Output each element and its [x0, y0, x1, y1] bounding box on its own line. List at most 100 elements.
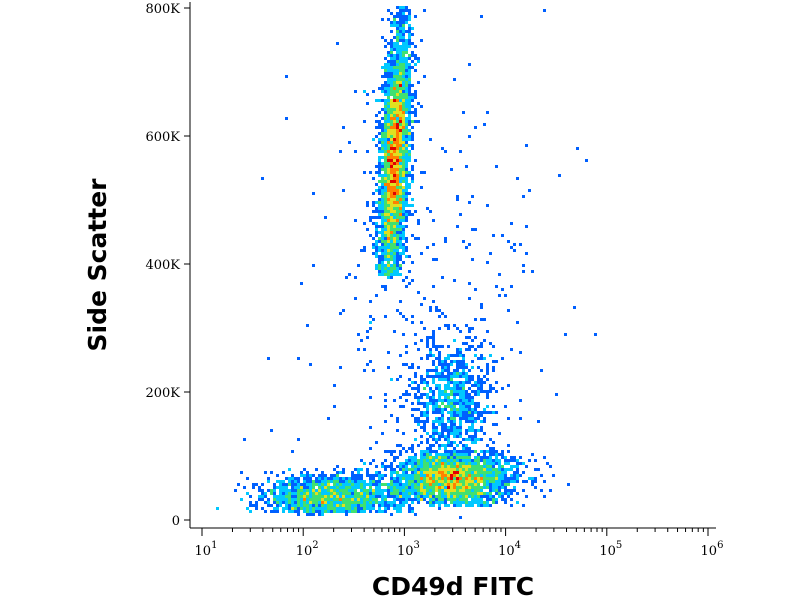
scatter-point — [381, 168, 384, 171]
scatter-point — [450, 465, 453, 468]
scatter-point — [414, 381, 417, 384]
scatter-point — [435, 468, 438, 471]
scatter-point — [366, 507, 369, 510]
scatter-point — [438, 375, 441, 378]
scatter-point — [474, 318, 477, 321]
scatter-point — [246, 492, 249, 495]
scatter-point — [324, 492, 327, 495]
scatter-point — [393, 99, 396, 102]
scatter-point — [363, 120, 366, 123]
scatter-point — [288, 504, 291, 507]
scatter-point — [381, 84, 384, 87]
scatter-point — [525, 225, 528, 228]
scatter-point — [378, 138, 381, 141]
scatter-point — [336, 495, 339, 498]
scatter-point — [444, 405, 447, 408]
scatter-point — [459, 450, 462, 453]
scatter-point — [483, 408, 486, 411]
scatter-point — [450, 429, 453, 432]
scatter-point — [369, 321, 372, 324]
scatter-point — [450, 372, 453, 375]
x-tick-label: 104 — [498, 540, 521, 559]
scatter-point — [396, 147, 399, 150]
scatter-point — [384, 189, 387, 192]
scatter-point — [408, 135, 411, 138]
scatter-point — [384, 147, 387, 150]
scatter-point — [396, 489, 399, 492]
scatter-point — [327, 495, 330, 498]
scatter-point — [396, 261, 399, 264]
scatter-point — [459, 408, 462, 411]
scatter-point — [468, 330, 471, 333]
scatter-point — [507, 384, 510, 387]
scatter-point — [402, 498, 405, 501]
scatter-point — [399, 171, 402, 174]
scatter-point — [435, 462, 438, 465]
scatter-point — [348, 492, 351, 495]
scatter-point — [390, 246, 393, 249]
scatter-point — [468, 420, 471, 423]
scatter-point — [318, 504, 321, 507]
scatter-point — [366, 483, 369, 486]
scatter-point — [369, 483, 372, 486]
scatter-point — [378, 180, 381, 183]
scatter-point — [396, 210, 399, 213]
scatter-point — [384, 468, 387, 471]
scatter-point — [441, 375, 444, 378]
scatter-point — [438, 507, 441, 510]
scatter-point — [396, 444, 399, 447]
scatter-point — [336, 483, 339, 486]
scatter-point — [399, 165, 402, 168]
scatter-point — [414, 108, 417, 111]
scatter-point — [381, 180, 384, 183]
scatter-point — [450, 420, 453, 423]
scatter-point — [396, 498, 399, 501]
scatter-point — [426, 381, 429, 384]
scatter-point — [285, 492, 288, 495]
scatter-point — [447, 432, 450, 435]
scatter-point — [411, 138, 414, 141]
scatter-point — [438, 444, 441, 447]
scatter-point — [390, 105, 393, 108]
scatter-point — [384, 165, 387, 168]
scatter-point — [444, 429, 447, 432]
scatter-point — [381, 495, 384, 498]
scatter-point — [465, 471, 468, 474]
scatter-point — [453, 411, 456, 414]
scatter-point — [432, 390, 435, 393]
scatter-point — [393, 216, 396, 219]
scatter-point — [516, 477, 519, 480]
scatter-point — [393, 459, 396, 462]
scatter-point — [393, 198, 396, 201]
scatter-point — [393, 186, 396, 189]
scatter-point — [342, 189, 345, 192]
scatter-point — [408, 384, 411, 387]
scatter-point — [405, 15, 408, 18]
scatter-point — [414, 513, 417, 516]
scatter-point — [288, 483, 291, 486]
scatter-point — [318, 480, 321, 483]
scatter-point — [444, 474, 447, 477]
scatter-point — [549, 489, 552, 492]
scatter-point — [435, 369, 438, 372]
scatter-point — [309, 477, 312, 480]
scatter-point — [411, 507, 414, 510]
scatter-point — [426, 207, 429, 210]
scatter-point — [471, 399, 474, 402]
scatter-point — [462, 363, 465, 366]
scatter-point — [405, 468, 408, 471]
scatter-point — [336, 42, 339, 45]
scatter-point — [468, 453, 471, 456]
scatter-point — [426, 465, 429, 468]
scatter-point — [399, 30, 402, 33]
scatter-point — [366, 468, 369, 471]
scatter-point — [486, 390, 489, 393]
scatter-point — [492, 369, 495, 372]
scatter-point — [447, 438, 450, 441]
scatter-point — [339, 504, 342, 507]
scatter-point — [489, 450, 492, 453]
scatter-point — [471, 504, 474, 507]
scatter-point — [297, 498, 300, 501]
scatter-point — [447, 453, 450, 456]
